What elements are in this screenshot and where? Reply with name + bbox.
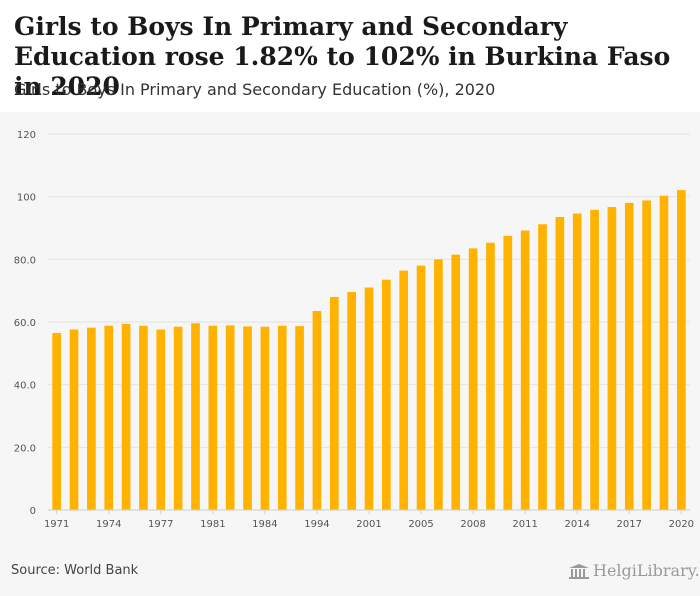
bar [173,326,183,510]
x-tick-label: 1977 [148,519,173,530]
bar [139,325,148,510]
brand-name: HelgiLibrary. [593,561,700,580]
bar [416,265,426,510]
bar [382,279,391,510]
bar [121,323,131,510]
x-tick-label: 1971 [44,519,69,530]
y-tick-label: 20.0 [14,443,36,454]
bar [364,287,374,510]
header: Girls to Boys In Primary and Secondary E… [0,0,700,112]
bar [347,291,356,510]
source-note: Source: World Bank [11,563,139,578]
bar [295,326,304,510]
y-tick-label: 60.0 [14,318,36,329]
bar [156,329,166,510]
bar [607,207,617,511]
bar [104,325,114,510]
chart-subtitle: Girls to Boys In Primary and Secondary E… [14,80,496,99]
bar [676,190,686,510]
x-tick-label: 2014 [564,519,589,530]
bar [434,259,443,510]
x-tick-label: 2017 [617,519,642,530]
library-icon [569,564,589,579]
bar [260,326,270,510]
x-tick-label: 2008 [460,519,485,530]
bar [208,325,218,510]
brand-logo[interactable]: HelgiLibrary. [568,561,700,580]
bar [590,209,599,510]
y-tick-label: 40.0 [14,381,36,392]
bar [52,332,62,510]
bar [69,329,79,510]
y-tick-label: 120 [17,130,36,141]
bar [329,296,339,510]
x-tick-label: 1974 [96,519,121,530]
x-tick-label: 2011 [512,519,537,530]
bar [243,326,252,510]
x-tick-label: 2005 [408,519,433,530]
bar [399,270,409,510]
x-tick-label: 2001 [356,519,381,530]
y-tick-label: 100 [17,193,36,204]
bar [659,195,669,510]
bar [503,235,513,510]
y-tick-label: 80.0 [14,255,36,266]
x-tick-label: 1981 [200,519,225,530]
y-tick-label: 0 [30,506,36,517]
bar [312,311,322,510]
bar [225,325,235,510]
bar [555,217,565,510]
x-tick-label: 2020 [669,519,694,530]
bar [520,230,530,511]
bar [451,254,461,510]
bar-chart: 0 20.0 40.0 60.0 80.0 100 120 1971 1974 1977 1981 1… [14,130,694,530]
bar [486,242,495,510]
chart-title: Girls to Boys In Primary and Secondary E… [14,12,671,101]
bar [87,327,96,510]
bar [277,325,287,510]
bar [468,248,478,510]
x-tick-label: 1994 [304,519,329,530]
bar [538,224,547,510]
bar [572,213,582,510]
bar [642,200,651,510]
x-tick-label: 1984 [252,519,277,530]
bar [191,323,200,510]
bar [624,202,634,510]
